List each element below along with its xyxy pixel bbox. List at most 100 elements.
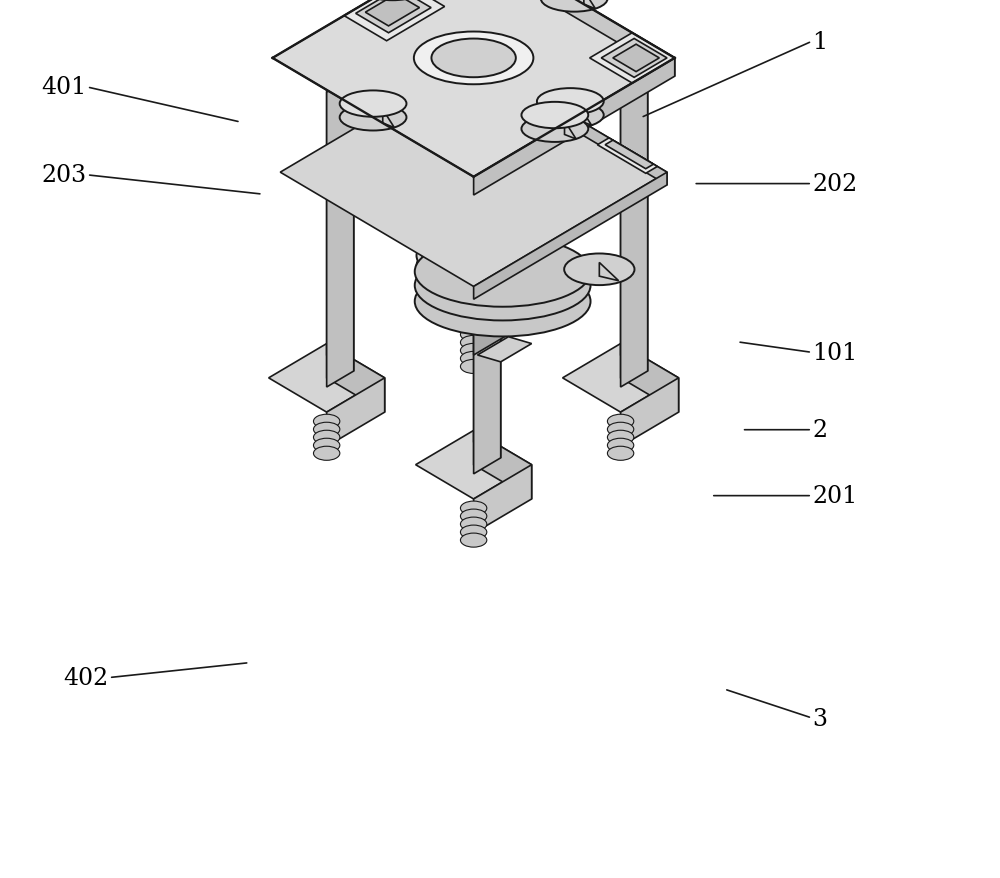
Ellipse shape <box>425 225 522 261</box>
Polygon shape <box>269 344 385 413</box>
Ellipse shape <box>537 89 604 115</box>
Polygon shape <box>327 344 385 413</box>
Ellipse shape <box>541 0 608 12</box>
Ellipse shape <box>460 328 487 342</box>
Polygon shape <box>273 0 675 177</box>
Ellipse shape <box>460 517 487 531</box>
Ellipse shape <box>313 422 340 436</box>
Polygon shape <box>474 253 532 321</box>
Ellipse shape <box>425 235 522 270</box>
Ellipse shape <box>607 414 634 428</box>
Ellipse shape <box>313 414 340 428</box>
Polygon shape <box>547 112 563 134</box>
Ellipse shape <box>460 525 487 539</box>
Polygon shape <box>563 344 679 413</box>
Polygon shape <box>621 61 648 371</box>
Polygon shape <box>474 164 501 474</box>
Ellipse shape <box>416 242 531 291</box>
Polygon shape <box>565 121 576 140</box>
Ellipse shape <box>416 263 531 312</box>
Ellipse shape <box>415 267 591 337</box>
Polygon shape <box>474 0 675 77</box>
Polygon shape <box>605 141 653 169</box>
Ellipse shape <box>537 103 604 129</box>
Ellipse shape <box>521 117 588 143</box>
Polygon shape <box>584 0 595 10</box>
Polygon shape <box>597 139 657 174</box>
Ellipse shape <box>425 256 522 291</box>
Polygon shape <box>383 110 394 128</box>
Polygon shape <box>613 45 659 73</box>
Ellipse shape <box>415 237 591 307</box>
Ellipse shape <box>607 431 634 445</box>
Polygon shape <box>601 40 667 78</box>
Ellipse shape <box>416 232 531 281</box>
Ellipse shape <box>607 422 634 436</box>
Text: 101: 101 <box>812 342 857 364</box>
Ellipse shape <box>313 69 340 85</box>
Polygon shape <box>549 97 561 111</box>
Text: 402: 402 <box>64 666 109 689</box>
Ellipse shape <box>460 534 487 548</box>
Polygon shape <box>621 378 679 447</box>
Polygon shape <box>621 77 648 387</box>
Ellipse shape <box>425 277 522 312</box>
Ellipse shape <box>425 246 522 281</box>
Polygon shape <box>356 0 431 33</box>
Ellipse shape <box>414 32 533 85</box>
Polygon shape <box>327 61 354 371</box>
Polygon shape <box>474 257 532 326</box>
Polygon shape <box>474 291 532 360</box>
Ellipse shape <box>313 447 340 461</box>
Text: 203: 203 <box>42 164 87 187</box>
Ellipse shape <box>340 91 406 118</box>
Ellipse shape <box>460 509 487 523</box>
Ellipse shape <box>607 447 634 461</box>
Polygon shape <box>344 0 445 41</box>
Polygon shape <box>474 0 501 284</box>
Polygon shape <box>474 173 667 300</box>
Polygon shape <box>327 378 385 447</box>
Polygon shape <box>365 100 381 123</box>
Ellipse shape <box>460 360 487 374</box>
Polygon shape <box>474 148 501 458</box>
Ellipse shape <box>416 221 531 270</box>
Ellipse shape <box>460 336 487 350</box>
Polygon shape <box>563 97 578 120</box>
Polygon shape <box>327 77 354 387</box>
Ellipse shape <box>313 431 340 445</box>
Ellipse shape <box>607 69 634 85</box>
Text: 1: 1 <box>812 31 827 54</box>
Ellipse shape <box>425 266 522 301</box>
Polygon shape <box>599 263 619 281</box>
Ellipse shape <box>460 501 487 515</box>
Ellipse shape <box>460 344 487 358</box>
Text: 2: 2 <box>812 419 827 442</box>
Ellipse shape <box>607 439 634 453</box>
Polygon shape <box>590 33 675 84</box>
Polygon shape <box>474 59 675 196</box>
Ellipse shape <box>460 155 487 172</box>
Polygon shape <box>474 59 667 186</box>
Text: 401: 401 <box>42 76 87 99</box>
Ellipse shape <box>359 0 426 1</box>
Polygon shape <box>280 59 667 287</box>
Polygon shape <box>621 344 679 413</box>
Ellipse shape <box>521 103 588 129</box>
Ellipse shape <box>415 251 591 321</box>
Polygon shape <box>534 110 545 124</box>
Text: 3: 3 <box>812 707 827 730</box>
Ellipse shape <box>340 105 406 132</box>
Polygon shape <box>365 0 419 27</box>
Ellipse shape <box>416 212 531 261</box>
Polygon shape <box>474 465 532 534</box>
Ellipse shape <box>431 40 516 78</box>
Polygon shape <box>580 108 592 126</box>
Polygon shape <box>474 0 501 301</box>
Polygon shape <box>474 287 532 356</box>
Text: 201: 201 <box>812 485 857 507</box>
Ellipse shape <box>313 439 340 453</box>
Ellipse shape <box>416 252 531 301</box>
Polygon shape <box>474 431 532 500</box>
Text: 202: 202 <box>812 173 857 196</box>
